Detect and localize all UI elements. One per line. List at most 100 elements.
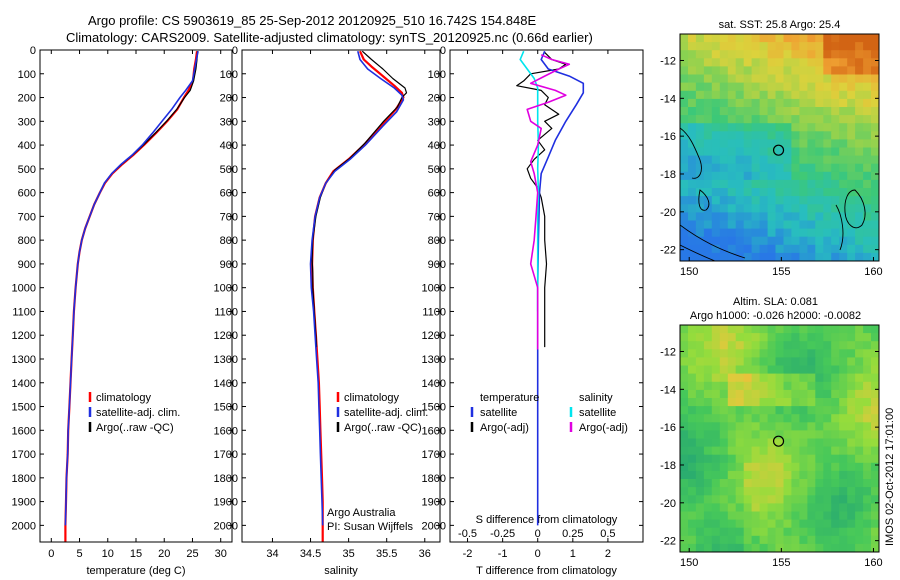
map-cell	[727, 66, 737, 76]
map-cell	[711, 487, 721, 496]
legend-label: satellite	[480, 407, 517, 419]
map-cell	[775, 66, 785, 76]
map-cell	[783, 373, 793, 383]
map-cell	[807, 398, 816, 407]
map-cell	[703, 373, 713, 383]
map-cell	[680, 381, 689, 391]
map-cell	[783, 406, 793, 415]
map-cell	[823, 543, 832, 552]
map-cell	[815, 131, 824, 140]
map-title: Argo h1000: -0.026 h2000: -0.0082	[690, 310, 861, 322]
map-cell	[767, 147, 777, 157]
map-cell	[727, 74, 737, 84]
map-cell	[775, 462, 785, 472]
x-tick-label: 10	[102, 548, 114, 560]
map-cell	[688, 50, 697, 59]
map-cell	[743, 58, 753, 67]
map-cell	[791, 236, 800, 246]
map-cell	[767, 171, 777, 181]
series-line-argo_adj_salinity	[526, 54, 571, 350]
map-x-tick-label: 160	[864, 266, 882, 278]
map-cell	[719, 406, 729, 415]
map-cell	[863, 171, 872, 181]
map-cell	[688, 454, 697, 464]
bathymetry-contour	[844, 189, 866, 229]
map-cell	[711, 171, 721, 181]
map-cell	[855, 220, 864, 230]
map-cell	[791, 204, 800, 213]
map-cell	[695, 42, 705, 51]
map-cell	[695, 58, 705, 67]
map-cell	[855, 66, 864, 76]
map-cell	[767, 422, 777, 431]
map-cell	[775, 543, 785, 552]
map-x-tick-label: 160	[864, 557, 882, 569]
map-cell	[695, 535, 705, 545]
secondary-tick-label: 0.5	[600, 528, 615, 540]
map-cell	[680, 503, 689, 513]
map-cell	[839, 188, 848, 197]
map-cell	[823, 90, 832, 100]
map-cell	[680, 42, 689, 51]
map-cell	[688, 236, 697, 246]
map-cell	[807, 139, 816, 149]
y-tick-label: 1000	[214, 283, 238, 295]
map-cell	[823, 511, 832, 521]
map-cell	[759, 535, 769, 545]
map-cell	[775, 179, 785, 189]
map-cell	[775, 373, 785, 383]
map-cell	[847, 139, 856, 149]
map-cell	[807, 131, 816, 140]
map-cell	[695, 139, 705, 149]
map-cell	[823, 139, 832, 149]
map-cell	[807, 438, 816, 448]
map-cell	[735, 430, 745, 440]
map-cell	[847, 98, 856, 108]
map-cell	[767, 365, 777, 375]
map-cell	[735, 535, 745, 545]
map-cell	[759, 333, 769, 342]
map-cell	[727, 389, 737, 399]
map-cell	[688, 398, 697, 407]
y-tick-label: 1100	[422, 306, 446, 318]
map-cell	[847, 42, 856, 51]
map-cell	[711, 74, 721, 84]
map-cell	[743, 406, 753, 415]
map-cell	[727, 543, 737, 552]
map-cell	[783, 244, 793, 254]
map-cell	[767, 349, 777, 358]
map-cell	[871, 147, 879, 157]
map-cell	[791, 454, 800, 464]
map-cell	[807, 406, 816, 415]
secondary-tick-label: 0.25	[562, 528, 583, 540]
map-cell	[831, 171, 840, 181]
map-cell	[719, 543, 729, 552]
map-cell	[711, 147, 721, 157]
map-cell	[807, 252, 816, 261]
map-cell	[735, 381, 745, 391]
map-cell	[680, 107, 689, 116]
map-cell	[863, 357, 872, 367]
map-cell	[799, 406, 808, 415]
map-cell	[871, 519, 879, 529]
map-cell	[855, 333, 864, 342]
map-cell	[759, 446, 769, 456]
map-cell	[727, 381, 737, 391]
map-cell	[807, 333, 816, 342]
map-cell	[688, 503, 697, 513]
map-cell	[791, 90, 800, 100]
map-cell	[703, 365, 713, 375]
map-cell	[863, 66, 872, 76]
map-cell	[863, 430, 872, 440]
map-cell	[703, 34, 713, 43]
map-cell	[847, 503, 856, 513]
map-cell	[791, 511, 800, 521]
map-cell	[863, 438, 872, 448]
map-cell	[783, 487, 793, 496]
map-cell	[743, 333, 753, 342]
map-cell	[695, 107, 705, 116]
map-cell	[743, 527, 753, 537]
map-cell	[823, 155, 832, 165]
map-cell	[855, 373, 864, 383]
map-cell	[711, 188, 721, 197]
